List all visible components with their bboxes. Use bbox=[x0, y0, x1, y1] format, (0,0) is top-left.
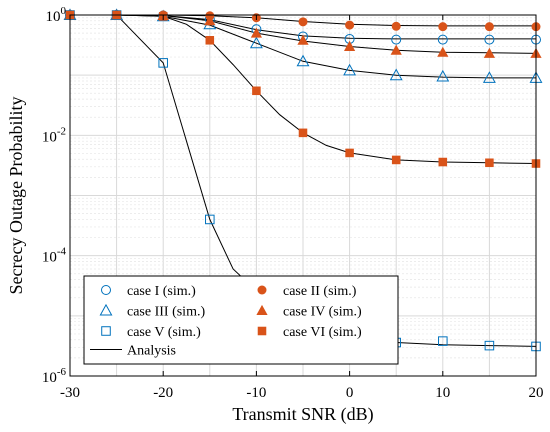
data-point-series-6 bbox=[298, 128, 308, 138]
legend-label: case IV (sim.) bbox=[283, 305, 362, 320]
axes-box bbox=[69, 14, 537, 377]
x-tick-label: -10 bbox=[246, 385, 266, 401]
data-point-series-1 bbox=[484, 34, 495, 45]
y-tick-label: 10-4 bbox=[42, 246, 67, 266]
x-tick-label: -30 bbox=[60, 385, 80, 401]
data-point-series-4 bbox=[204, 15, 216, 26]
data-point-series-5 bbox=[484, 340, 495, 351]
y-axis-label: Secrecy Outage Probability bbox=[6, 97, 26, 295]
data-point-series-1 bbox=[391, 34, 402, 45]
data-point-series-3 bbox=[343, 63, 357, 76]
data-point-series-4 bbox=[250, 27, 262, 38]
analysis-curve-6 bbox=[70, 14, 537, 164]
data-point-series-4 bbox=[437, 46, 449, 57]
legend-marker bbox=[99, 303, 113, 316]
x-tick-labels: -30 -20 -10 0 10 20 bbox=[60, 385, 544, 401]
x-tick-label: -20 bbox=[153, 385, 173, 401]
data-point-series-3 bbox=[389, 68, 403, 81]
data-point-series-6 bbox=[345, 148, 354, 158]
data-point-series-2 bbox=[391, 21, 401, 31]
data-point-series-2 bbox=[438, 22, 448, 32]
data-point-series-6 bbox=[485, 158, 494, 168]
data-point-series-6 bbox=[438, 157, 448, 167]
y-tick-label: 10-2 bbox=[42, 125, 66, 145]
data-point-series-3 bbox=[249, 36, 263, 49]
data-point-series-5 bbox=[158, 58, 168, 68]
legend-marker bbox=[101, 326, 111, 336]
data-point-series-6 bbox=[252, 86, 261, 96]
x-tick-label: 0 bbox=[346, 385, 354, 401]
legend-marker bbox=[257, 285, 267, 295]
data-point-series-6 bbox=[205, 36, 215, 45]
data-point-series-2 bbox=[345, 20, 355, 30]
legend-marker bbox=[256, 304, 268, 315]
data-point-series-6 bbox=[391, 155, 401, 165]
y-tick-label: 10-6 bbox=[42, 366, 67, 386]
legend-marker bbox=[101, 285, 111, 295]
data-point-series-3 bbox=[296, 54, 310, 67]
legend-label: case I (sim.) bbox=[127, 284, 196, 299]
y-tick-label: 100 bbox=[46, 5, 67, 25]
legend-label: Analysis bbox=[127, 344, 176, 359]
axes-frame bbox=[69, 14, 537, 377]
legend-label: case II (sim.) bbox=[283, 284, 357, 299]
legend-box bbox=[83, 275, 399, 365]
data-point-series-5 bbox=[438, 336, 448, 346]
data-point-series-4 bbox=[297, 34, 309, 45]
x-tick-label: 10 bbox=[435, 385, 450, 401]
data-point-series-1 bbox=[437, 34, 448, 45]
data-point-series-2 bbox=[484, 22, 494, 32]
legend-label: case VI (sim.) bbox=[283, 325, 362, 340]
data-point-series-4 bbox=[483, 47, 495, 58]
legend-label: case III (sim.) bbox=[127, 305, 205, 320]
x-tick-label: 20 bbox=[529, 385, 544, 401]
legend-marker bbox=[257, 326, 267, 336]
data-point-series-4 bbox=[344, 40, 356, 51]
data-point-series-3 bbox=[436, 69, 450, 82]
legend-label: case V (sim.) bbox=[127, 325, 201, 340]
data-point-series-3 bbox=[482, 71, 496, 83]
x-axis-label: Transmit SNR (dB) bbox=[232, 404, 373, 425]
y-tick-labels: 100 10-2 10-4 10-6 bbox=[42, 5, 67, 386]
data-point-series-5 bbox=[205, 214, 215, 225]
legend: case I (sim.) case II (sim.) case III (sim… bbox=[83, 275, 399, 365]
data-point-series-2 bbox=[298, 17, 308, 27]
data-point-series-4 bbox=[390, 44, 402, 55]
